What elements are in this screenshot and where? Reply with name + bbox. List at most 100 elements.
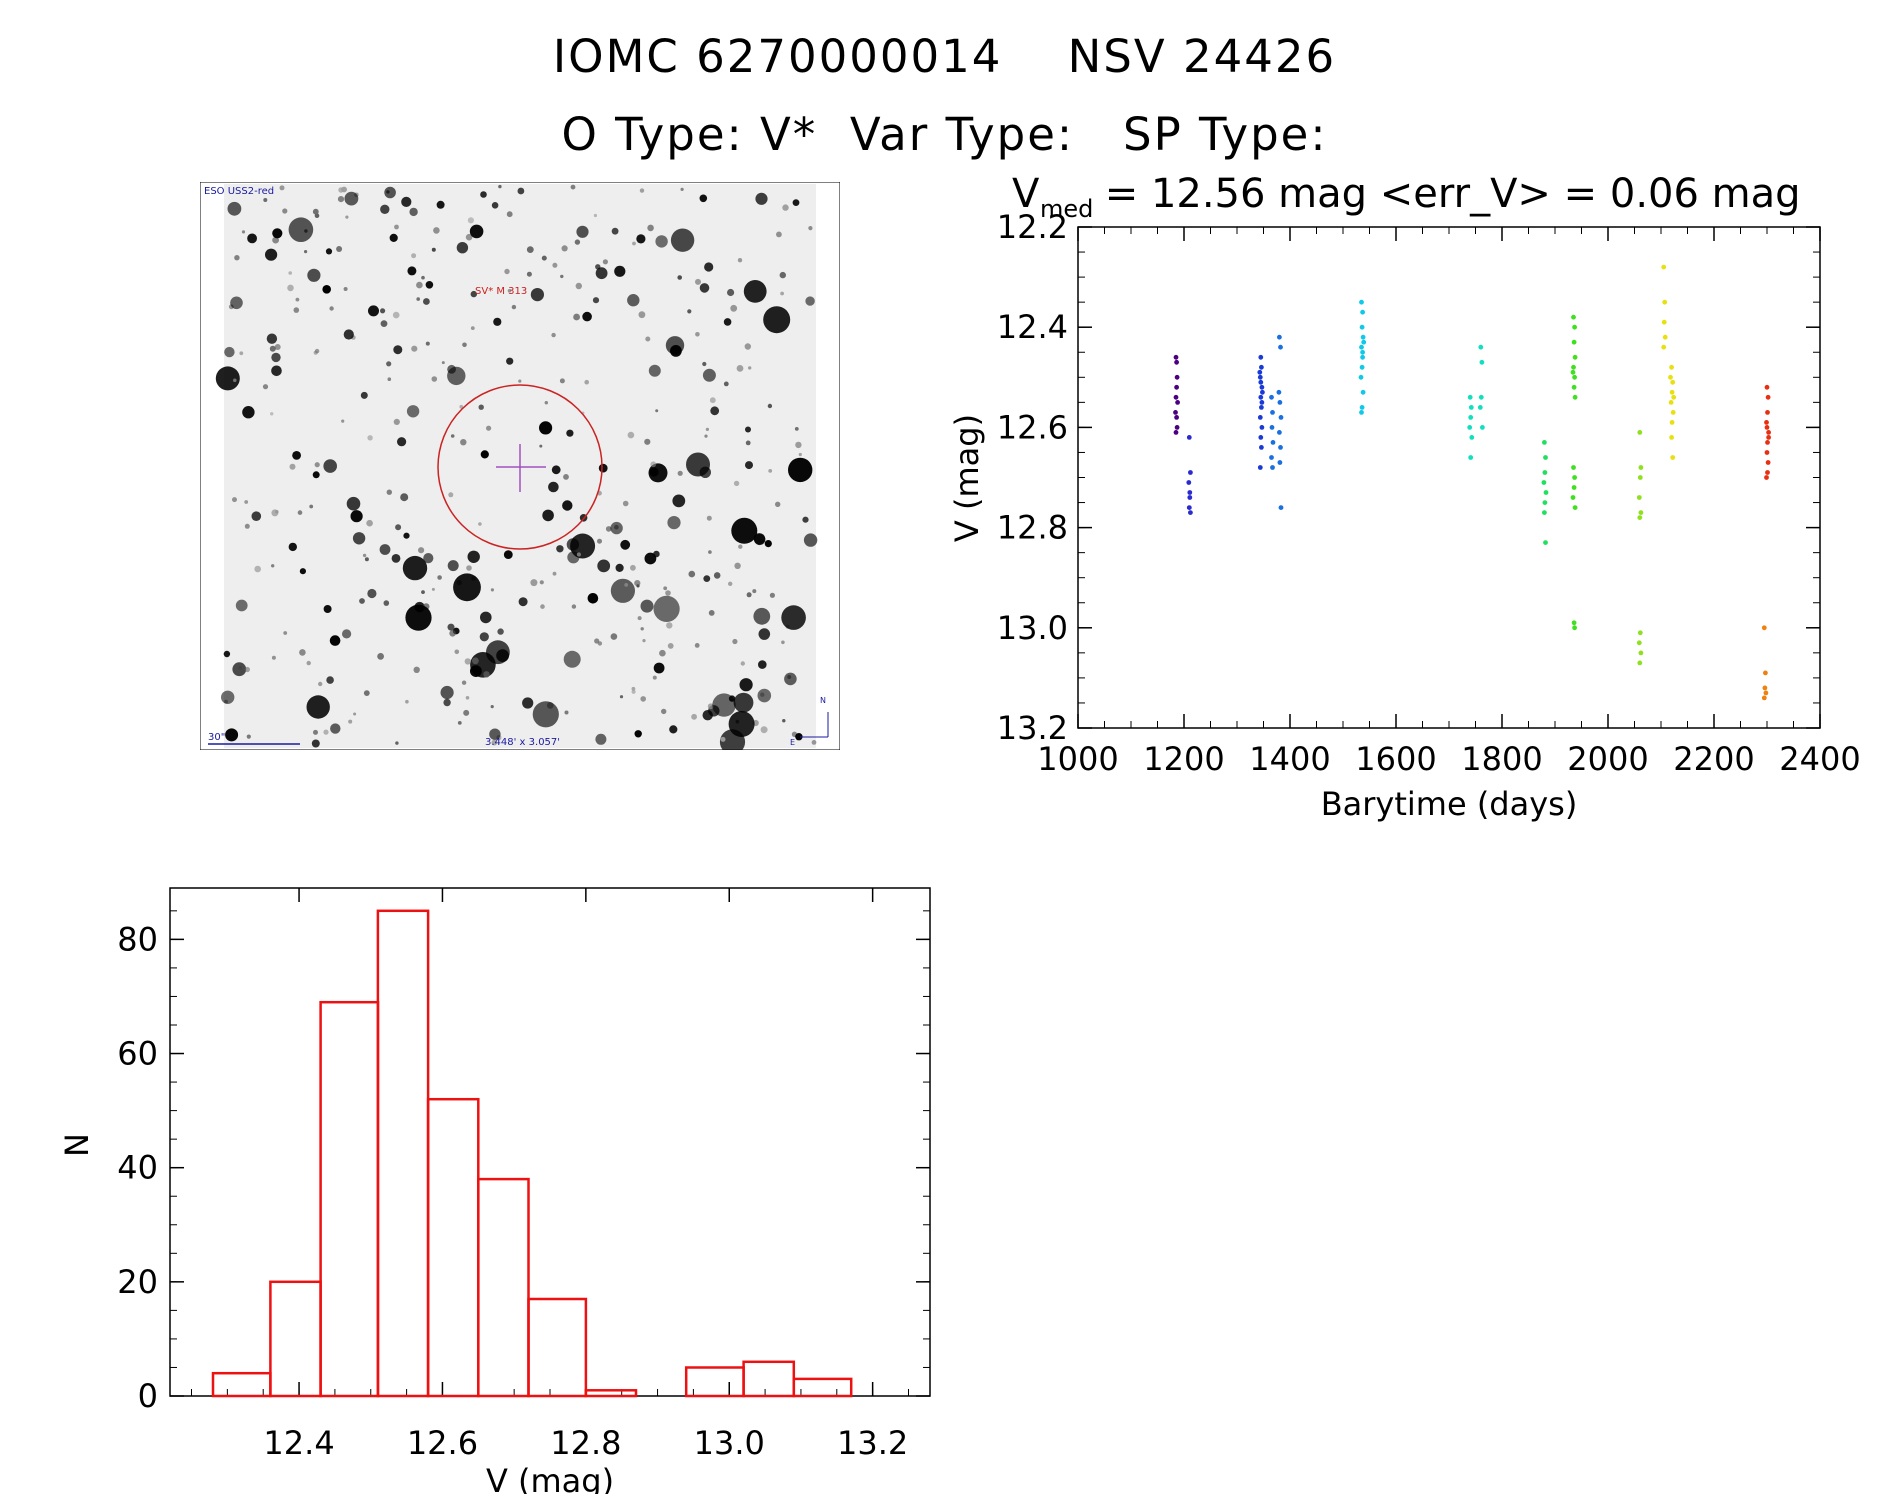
star <box>530 579 538 587</box>
star <box>677 470 683 476</box>
star <box>517 187 525 195</box>
lc-data-point <box>1361 339 1367 345</box>
lc-data-point <box>1572 505 1578 510</box>
lc-data-point <box>1174 384 1179 390</box>
lc-data-point <box>1661 319 1667 325</box>
star <box>312 208 319 215</box>
lc-data-point <box>1269 455 1274 460</box>
star <box>582 311 592 322</box>
star <box>270 412 274 416</box>
lc-data-point <box>1636 640 1642 646</box>
lc-x-tick-label: 1000 <box>1037 740 1118 778</box>
star <box>423 298 430 305</box>
star <box>224 346 235 358</box>
star <box>699 194 708 203</box>
star <box>594 638 600 644</box>
star <box>670 345 682 357</box>
lc-data-point <box>1277 430 1282 435</box>
lc-data-point <box>1637 630 1643 636</box>
star <box>467 217 474 224</box>
star <box>798 452 802 457</box>
star <box>383 600 390 606</box>
star <box>712 693 736 717</box>
star <box>293 307 300 313</box>
star <box>314 348 320 354</box>
star <box>704 262 714 272</box>
star <box>341 186 347 193</box>
star <box>393 418 400 425</box>
star <box>802 516 809 523</box>
star <box>541 255 547 261</box>
star <box>665 590 671 596</box>
star <box>630 564 636 571</box>
lc-data-point <box>1174 415 1179 420</box>
star <box>561 245 568 252</box>
star <box>425 341 430 346</box>
star <box>394 224 399 230</box>
lc-title-v: V <box>1012 171 1040 217</box>
star <box>571 604 577 609</box>
star <box>620 539 631 550</box>
lc-data-point <box>1637 475 1643 480</box>
star <box>238 666 242 670</box>
star <box>595 267 608 280</box>
lc-data-point <box>1571 384 1577 390</box>
star <box>699 466 711 478</box>
star <box>453 573 481 602</box>
star <box>416 297 420 301</box>
hist-x-tick-label: 13.0 <box>694 1424 765 1462</box>
star <box>433 227 440 234</box>
star <box>288 542 297 552</box>
star <box>552 262 558 268</box>
star <box>232 662 247 677</box>
lc-data-point <box>1277 334 1282 340</box>
star <box>350 510 363 523</box>
star <box>610 521 623 535</box>
star <box>720 736 726 742</box>
lc-data-point <box>1259 425 1265 430</box>
star <box>503 550 513 559</box>
star <box>423 553 434 564</box>
lc-data-point <box>1257 374 1263 380</box>
star <box>454 649 460 655</box>
lc-data-point <box>1570 495 1576 500</box>
lc-data-point <box>1763 670 1768 676</box>
star <box>779 271 786 279</box>
star <box>491 739 498 746</box>
lc-data-point <box>1669 364 1674 370</box>
lc-data-point <box>1661 344 1667 350</box>
star <box>389 233 398 242</box>
lc-data-point <box>1359 344 1364 350</box>
lc-data-point <box>1188 510 1193 515</box>
lc-data-point <box>1276 389 1282 395</box>
hist-bar <box>584 1389 638 1398</box>
star <box>706 515 712 521</box>
star <box>575 282 582 290</box>
star <box>341 419 345 423</box>
star <box>736 365 744 372</box>
star <box>309 504 314 509</box>
star <box>803 533 818 547</box>
star <box>794 427 799 431</box>
lc-data-point <box>1668 374 1673 380</box>
star <box>506 211 513 218</box>
star <box>708 610 715 616</box>
star <box>299 649 306 656</box>
star <box>781 605 806 630</box>
lc-data-point <box>1543 455 1548 460</box>
object-label: SV* M 313 <box>475 286 527 297</box>
star <box>562 500 573 511</box>
lc-data-point <box>1637 430 1643 435</box>
star <box>233 378 237 383</box>
star <box>640 696 646 702</box>
star <box>522 697 534 709</box>
hist-bar <box>211 1371 272 1398</box>
lc-title-sub: med <box>1040 195 1093 223</box>
star <box>688 570 696 578</box>
lc-data-point <box>1571 465 1576 470</box>
lc-data-point <box>1360 349 1365 355</box>
lc-data-point <box>1572 394 1578 400</box>
star <box>702 368 716 382</box>
star <box>811 740 817 745</box>
star <box>232 497 237 503</box>
